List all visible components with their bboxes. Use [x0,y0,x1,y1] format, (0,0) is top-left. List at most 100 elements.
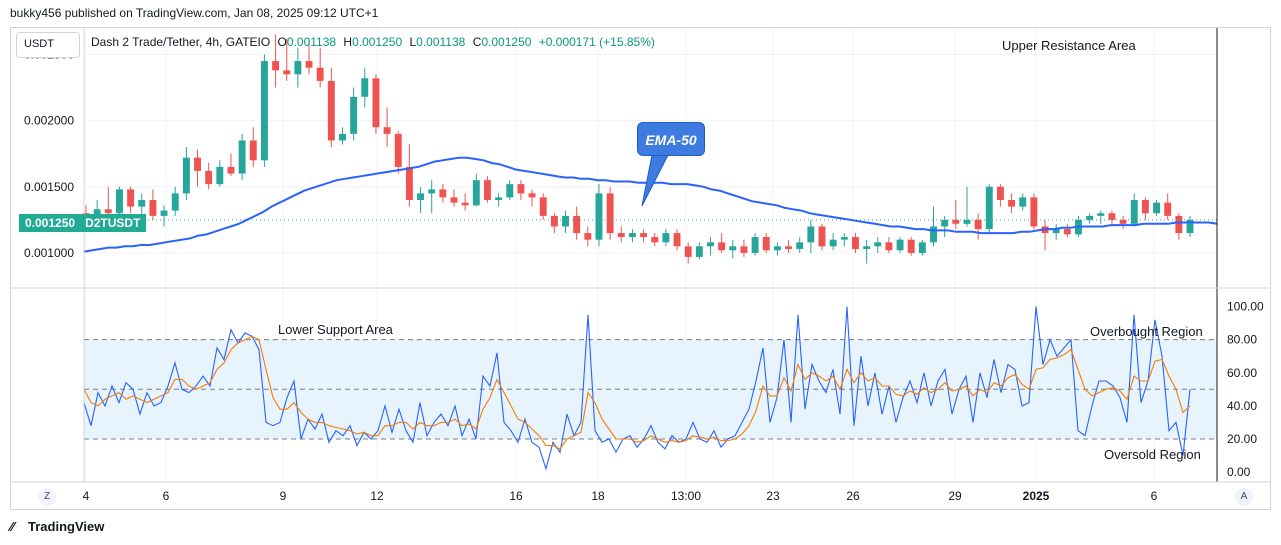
candle-body [773,246,781,251]
candle [1186,215,1194,238]
candle [595,184,603,247]
lower-support-label: Lower Support Area [278,322,393,337]
candle [160,205,168,227]
candle [863,239,871,264]
candle-body [1097,213,1105,216]
candle-body [874,242,882,247]
time-tick-label: 12 [370,489,384,503]
candle [673,229,681,251]
candle [1164,193,1172,220]
candle-body [617,233,625,238]
candle [885,237,893,253]
candle-body [550,215,558,227]
candle [1097,210,1105,224]
candle-body [205,170,213,185]
candle [918,239,926,256]
candle [405,144,413,207]
candle [1108,210,1116,227]
candle [628,229,636,243]
candle [640,229,648,243]
candle [985,184,993,234]
legend-high-value: 0.001250 [352,35,403,49]
candle [662,229,670,247]
candle [495,193,503,207]
candle-body [695,246,703,257]
rsi-slow-line [83,335,1191,450]
candle [818,223,826,251]
candle [1019,193,1027,211]
candle-body [1108,213,1116,220]
price-tick-label: 0.001000 [24,246,74,260]
candle-body [383,127,391,134]
candle [1153,200,1161,216]
legend-low-label: L [409,35,417,49]
candle [1030,193,1038,230]
candle-body [104,209,112,214]
candle-body [974,219,982,230]
legend-high-label: H [343,35,353,49]
candle [896,237,904,253]
candle [751,233,759,256]
candle-body [885,242,893,251]
candle-body [562,215,569,227]
candle [227,153,235,177]
candle-body [640,233,648,238]
rsi-tick-label: 100.00 [1227,300,1264,314]
candle-body [227,166,235,174]
legend-open-value: 0.001138 [286,35,337,49]
currency-button[interactable]: USDT [16,32,80,58]
last-price-value: 0.001250 [25,216,76,230]
legend-close-label: C [472,35,482,49]
candle [996,184,1004,207]
candle-body [896,239,904,251]
rsi-band-layer [84,339,1217,440]
candle-body [673,233,681,247]
candle-body [294,61,302,75]
candle-body [483,180,491,200]
candle-body [584,233,592,240]
legend-close-value: 0.001250 [481,35,532,49]
time-tick-label: 18 [591,489,605,503]
candle [506,180,514,200]
candle-body [539,197,547,216]
candle-body [149,200,157,216]
candle [952,200,960,230]
time-tick-label: 23 [766,489,780,503]
candle-body [1153,202,1161,214]
zoom-left-button[interactable]: Z [38,488,56,506]
candle [316,47,324,88]
price-tick-label: 0.001500 [24,180,74,194]
candle [149,189,157,220]
auto-scale-button[interactable]: A [1235,488,1253,506]
candle [350,87,358,141]
upper-resistance-label: Upper Resistance Area [1002,38,1136,53]
candle [773,242,781,256]
candle-body [182,157,190,194]
candle [762,233,770,253]
candle-body [963,219,971,224]
candle-body [327,80,335,141]
tradingview-logo-icon: ⁄⁄ [10,519,15,534]
candle-body [829,239,837,247]
candle [1130,193,1138,227]
candle [1041,219,1049,251]
candle [729,239,737,259]
symbol-legend: Dash 2 Trade/Tether, 4h, GATEIO O0.00113… [91,35,655,49]
candle-body [160,210,168,216]
candle-body [1008,200,1016,207]
candle-body [405,166,413,200]
candle-body [1130,200,1138,224]
candle [829,233,837,251]
rsi-tick-label: 20.00 [1227,432,1257,446]
oversold-label: Oversold Region [1104,447,1201,462]
candle [205,162,213,190]
candle-body [941,219,949,227]
candle [417,186,425,214]
candle-body [461,202,469,206]
candle-body [1119,219,1127,224]
candle [383,107,391,148]
candle [740,239,748,257]
rsi-fast-line [83,306,1191,471]
candle [584,226,592,247]
